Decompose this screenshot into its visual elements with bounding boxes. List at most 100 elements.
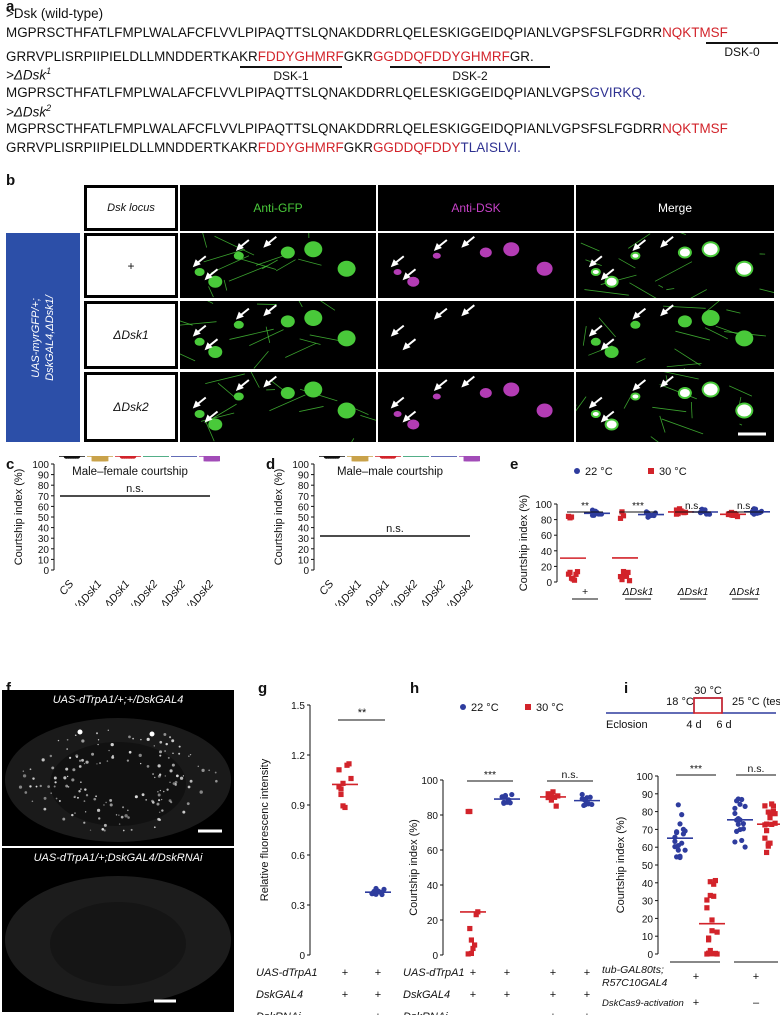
fluorescent-puncta xyxy=(118,814,120,816)
cell-body xyxy=(337,330,356,347)
fluorescent-puncta xyxy=(157,791,159,793)
neurite xyxy=(739,423,743,426)
data-point xyxy=(468,937,474,943)
neurite xyxy=(253,350,269,369)
timeline-eclosion: Eclosion xyxy=(606,719,648,731)
data-point xyxy=(752,506,759,512)
fluorescent-puncta xyxy=(159,754,162,757)
panel-i-label: i xyxy=(624,680,629,697)
brain-image-rnai: UAS-dTrpA1/+;DskGAL4/DskRNAi xyxy=(2,848,234,1012)
fluorescent-puncta xyxy=(208,769,211,772)
fluorescent-puncta xyxy=(81,739,85,743)
y-tick-label: 60 xyxy=(38,502,50,513)
fluorescent-puncta xyxy=(85,794,89,797)
cell-body xyxy=(432,252,441,259)
dsk2-bar xyxy=(390,66,550,68)
fluorescent-puncta xyxy=(174,782,177,785)
cell-body-overlap xyxy=(737,262,752,275)
y-tick-label: 60 xyxy=(642,843,654,854)
cell-body xyxy=(304,381,323,398)
data-point xyxy=(707,892,713,899)
neurite xyxy=(205,422,215,442)
fluorescent-cell xyxy=(149,731,155,737)
fluorescent-puncta xyxy=(29,768,32,771)
fluorescent-puncta xyxy=(95,795,97,798)
fluorescent-puncta xyxy=(78,789,81,793)
genotype-top: ΔDsk1 xyxy=(729,586,761,598)
y-tick-label: 90 xyxy=(298,471,310,482)
y-tick-label: 40 xyxy=(642,879,654,890)
cell-body xyxy=(407,419,420,430)
chart-i: 18 °C30 °C 25 °C (test) Eclosion 4 d 6 d 0 10 2… xyxy=(602,685,780,1009)
fluorescent-puncta xyxy=(53,776,57,780)
fluorescent-puncta xyxy=(118,823,121,825)
y-tick-label: 50 xyxy=(642,861,654,872)
fluorescent-puncta xyxy=(53,785,56,788)
data-point xyxy=(338,786,344,792)
significance-label: n.s. xyxy=(562,769,579,781)
fluorescent-puncta xyxy=(189,753,192,756)
row-label: UAS-dTrpA1 xyxy=(256,967,318,979)
genotype-side-label: UAS-myrGFP/+; DskGAL4,ΔDsk1/ xyxy=(6,233,80,442)
significance-label: ** xyxy=(581,501,589,512)
brain-rnai-svg xyxy=(5,876,231,1004)
brain-control-svg xyxy=(5,718,231,842)
cell-body xyxy=(337,260,356,277)
neurite xyxy=(726,309,741,314)
fluorescent-puncta xyxy=(96,763,98,765)
row-value: – xyxy=(342,1011,349,1015)
dsk2-label: DSK-2 xyxy=(452,69,488,83)
y-tick-label: 20 xyxy=(298,545,310,556)
fluorescent-puncta xyxy=(39,784,42,788)
fluorescent-puncta xyxy=(68,756,72,759)
neurite xyxy=(759,288,774,293)
cell-body xyxy=(536,261,553,276)
fluorescent-puncta xyxy=(140,738,142,741)
fluorescent-puncta xyxy=(174,780,178,784)
fluorescent-puncta xyxy=(156,802,160,806)
wt-seq-line2: GRRVPLISRPIIPIELDLLMNDDERTKAKRFDDYGHMRFG… xyxy=(6,49,534,64)
data-point xyxy=(734,513,741,520)
fluorescent-puncta xyxy=(103,804,105,806)
neurite xyxy=(680,233,686,235)
fluorescent-puncta xyxy=(182,775,185,777)
y-tick-label: 20 xyxy=(642,914,654,925)
x-tick-label: ΔDsk1 xyxy=(102,578,133,606)
micrograph-svg xyxy=(390,235,553,287)
data-point xyxy=(772,820,778,826)
arrow-icon xyxy=(263,308,272,317)
y-tick-label: 60 xyxy=(541,531,553,542)
fluorescent-puncta xyxy=(72,768,76,772)
header-dsk: Anti-DSK xyxy=(378,185,574,231)
row-value: + xyxy=(342,989,348,1001)
row-label: DskGAL4 xyxy=(256,989,303,1001)
data-point xyxy=(555,793,561,799)
fluorescent-puncta xyxy=(154,776,156,779)
data-point xyxy=(587,794,593,800)
arrow-icon xyxy=(390,400,399,409)
x-tick-label: +/ΔDsk2 xyxy=(124,578,160,606)
fluorescent-puncta xyxy=(51,766,55,770)
fluorescent-puncta xyxy=(140,762,142,765)
fluorescent-puncta xyxy=(43,807,47,811)
data-point xyxy=(737,801,743,807)
dsk0-bar xyxy=(706,42,778,44)
y-tick-label: 40 xyxy=(38,524,50,535)
significance-label: *** xyxy=(690,763,702,775)
arrow-icon xyxy=(263,379,272,388)
x-tick-label: ΔDsk2 xyxy=(418,578,449,606)
data-point xyxy=(101,456,107,462)
data-point xyxy=(714,929,720,935)
arrow-icon xyxy=(192,400,201,409)
arrow-icon xyxy=(588,328,597,337)
cell-body-overlap xyxy=(592,270,599,274)
data-point xyxy=(767,840,773,846)
timeline-18c: 18 °C xyxy=(666,696,694,708)
fluorescent-puncta xyxy=(159,740,163,744)
cell-body-overlap xyxy=(679,389,690,397)
neurite xyxy=(675,330,710,341)
neurite xyxy=(285,342,317,358)
fluorescent-puncta xyxy=(124,814,128,818)
neurite xyxy=(205,373,245,384)
significance-label: n.s. xyxy=(737,501,753,512)
